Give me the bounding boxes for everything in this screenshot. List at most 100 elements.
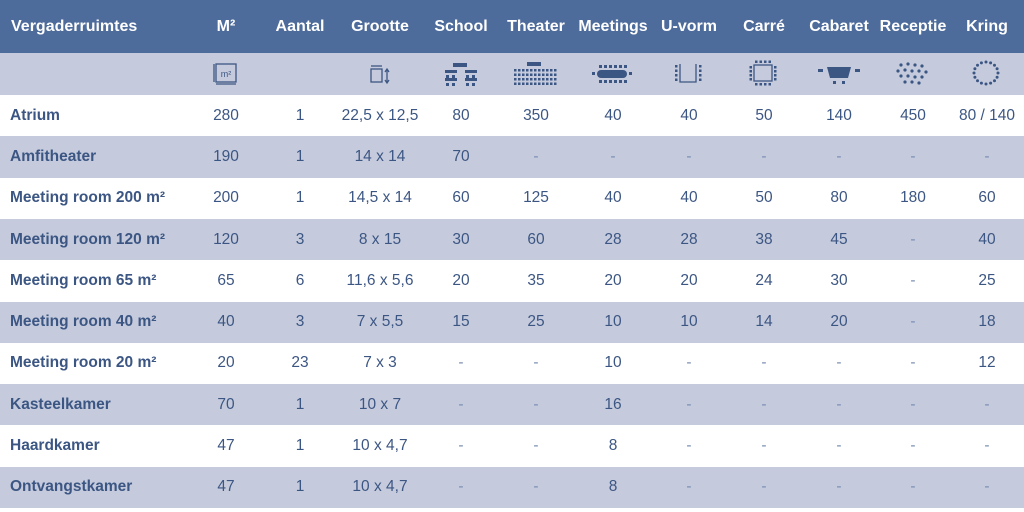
cell-kring: 40	[978, 230, 996, 248]
cell-school: 30	[452, 230, 470, 248]
circle-layout-icon	[972, 60, 1000, 86]
cell-meetings: 8	[608, 478, 618, 496]
cell-u-vorm: -	[686, 147, 692, 165]
square-meter-icon: m²	[213, 63, 237, 85]
carre-layout-cell	[724, 53, 804, 95]
cell-aantal: 1	[295, 437, 305, 455]
cell-kring: -	[984, 478, 990, 496]
cell-m-: 65	[217, 271, 235, 289]
header-vergaderruimtes: Vergaderruimtes	[11, 17, 138, 35]
cell-meetings: 40	[604, 189, 622, 207]
cell-carr-: 24	[755, 271, 773, 289]
cell-m-: 47	[217, 478, 235, 496]
cell-carr-: -	[761, 478, 767, 496]
room-name: Meeting room 20 m²	[10, 354, 157, 372]
cell-receptie: -	[910, 147, 916, 165]
cell-cabaret: -	[836, 437, 842, 455]
room-dimensions-cell	[340, 53, 420, 95]
cell-carr-: -	[761, 147, 767, 165]
cell-school: -	[458, 437, 464, 455]
cell-meetings: 8	[608, 437, 618, 455]
cell-school: -	[458, 395, 464, 413]
cell-receptie: 450	[900, 106, 926, 124]
header-kring: Kring	[966, 17, 1008, 35]
table-row: Meeting room 120 m² 120 3 8 x 15 30 60 28 28 38 4…	[0, 218, 1024, 261]
table-row: Ontvangstkamer 47 1 10 x 4,7 - - 8 - - - - -	[0, 466, 1024, 508]
cell-u-vorm: 40	[680, 189, 698, 207]
reception-layout-cell	[873, 53, 953, 95]
cabaret-layout-icon	[818, 67, 860, 84]
cell-kring: -	[984, 437, 990, 455]
cell-grootte: 7 x 3	[363, 354, 397, 372]
table-row: Kasteelkamer 70 1 10 x 7 - - 16 - - - - -	[0, 384, 1024, 426]
cell-meetings: 28	[604, 230, 622, 248]
cell-aantal: 1	[295, 147, 305, 165]
cell-grootte: 7 x 5,5	[356, 313, 404, 331]
cell-receptie: -	[910, 230, 916, 248]
cell-carr-: 38	[755, 230, 773, 248]
cell-u-vorm: 40	[680, 106, 698, 124]
square-meter-cell: m²	[186, 53, 266, 95]
cell-m-: 20	[217, 354, 235, 372]
table-row: Meeting room 40 m² 40 3 7 x 5,5 15 25 10 10 14 20…	[0, 301, 1024, 343]
cell-m-: 280	[213, 106, 239, 124]
reception-layout-icon	[896, 62, 928, 85]
header-receptie: Receptie	[879, 17, 947, 35]
header-aantal: Aantal	[275, 17, 325, 35]
cell-kring: 18	[978, 313, 996, 331]
cell-grootte: 10 x 4,7	[352, 437, 408, 455]
cell-receptie: -	[910, 271, 916, 289]
cell-receptie: -	[910, 354, 916, 372]
cell-meetings: -	[610, 147, 616, 165]
theater-layout-icon	[514, 62, 557, 85]
cell-aantal: 23	[291, 354, 309, 372]
cell-kring: 25	[978, 271, 996, 289]
header-cabaret: Cabaret	[809, 17, 869, 35]
cell-carr-: -	[761, 354, 767, 372]
table-row: Haardkamer 47 1 10 x 4,7 - - 8 - - - - -	[0, 425, 1024, 466]
table-row: Meeting room 200 m² 200 1 14,5 x 14 60 125 40 4…	[0, 178, 1024, 219]
school-layout-icon	[445, 63, 477, 86]
cell-school: 20	[452, 271, 470, 289]
cell-receptie: -	[910, 437, 916, 455]
room-name: Meeting room 200 m²	[10, 189, 166, 207]
cell-school: 70	[452, 147, 470, 165]
cell-m-: 190	[213, 147, 239, 165]
cell-cabaret: 20	[830, 313, 848, 331]
cell-cabaret: 140	[826, 106, 852, 124]
cell-theater: 25	[527, 313, 545, 331]
cell-cabaret: 30	[830, 271, 848, 289]
room-name: Kasteelkamer	[10, 395, 111, 413]
header-theater: Theater	[507, 17, 565, 35]
table-row: Meeting room 65 m² 65 6 11,6 x 5,6 20 35 20 20 2…	[0, 260, 1024, 301]
cell-theater: 350	[523, 106, 549, 124]
cell-carr-: 50	[755, 189, 773, 207]
meetings-layout-cell	[573, 53, 653, 95]
square-meter-label: m²	[221, 69, 232, 79]
header-grootte: Grootte	[351, 17, 409, 35]
cell-u-vorm: 20	[680, 271, 698, 289]
cell-u-vorm: -	[686, 478, 692, 496]
cell-u-vorm: -	[686, 437, 692, 455]
cell-aantal: 1	[295, 478, 305, 496]
room-name: Haardkamer	[10, 437, 100, 455]
cell-u-vorm: 28	[680, 230, 698, 248]
cell-aantal: 1	[295, 189, 305, 207]
cell-carr-: 14	[755, 313, 773, 331]
cell-theater: -	[533, 147, 539, 165]
cell-carr-: -	[761, 395, 767, 413]
header-school: School	[434, 17, 488, 35]
cell-aantal: 1	[295, 395, 305, 413]
cell-carr-: 50	[755, 106, 773, 124]
cell-u-vorm: -	[686, 354, 692, 372]
carre-layout-icon	[749, 60, 777, 86]
cell-aantal: 6	[295, 271, 305, 289]
cell-carr-: -	[761, 437, 767, 455]
room-name: Atrium	[10, 106, 60, 124]
cell-meetings: 16	[604, 395, 622, 413]
cell-m-: 47	[217, 437, 235, 455]
cell-cabaret: -	[836, 147, 842, 165]
cell-school: -	[458, 478, 464, 496]
table-header-row: Vergaderruimtes M² Aantal Grootte School Thea…	[0, 0, 1024, 53]
